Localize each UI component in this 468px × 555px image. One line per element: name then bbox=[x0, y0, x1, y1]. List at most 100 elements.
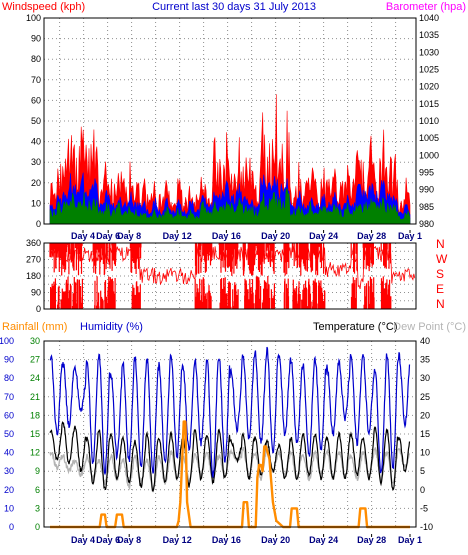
baro-ytick-9: 1025 bbox=[419, 65, 439, 75]
temp-xaxis-label-7: Day 28 bbox=[357, 535, 386, 545]
direction-line bbox=[49, 245, 416, 290]
rain-ytick-2: 6 bbox=[35, 485, 40, 495]
temp-xaxis-label-1: Day 6 bbox=[96, 535, 120, 545]
baro-ytick-2: 990 bbox=[419, 185, 434, 195]
temp-ytick-10: 40 bbox=[420, 336, 430, 346]
temp-panel-frame bbox=[43, 340, 417, 528]
temp-ytick-0: -10 bbox=[420, 522, 433, 532]
rain-ytick-10: 30 bbox=[30, 336, 40, 346]
humidity-ytick-0: 0 bbox=[9, 522, 14, 532]
wind-ytick-8: 80 bbox=[31, 54, 41, 64]
wind-xaxis-label-8: Day 1 bbox=[398, 231, 422, 241]
temp-xaxis-label-4: Day 16 bbox=[212, 535, 241, 545]
temperature-humidity-panel: 0102030405060708090100036912151821242730… bbox=[0, 336, 433, 545]
temp-xaxis-label-0: Day 4 bbox=[71, 535, 95, 545]
baro-ytick-8: 1020 bbox=[419, 82, 439, 92]
baro-ytick-1: 985 bbox=[419, 202, 434, 212]
rain-ytick-1: 3 bbox=[35, 503, 40, 513]
humidity-axis-title: Humidity (%) bbox=[80, 321, 143, 333]
baro-ytick-0: 980 bbox=[419, 219, 434, 229]
wind-ytick-9: 90 bbox=[31, 34, 41, 44]
wind-xaxis-label-0: Day 4 bbox=[71, 231, 95, 241]
temp-xaxis-label-8: Day 1 bbox=[398, 535, 422, 545]
temp-xaxis-label-5: Day 20 bbox=[261, 535, 290, 545]
humidity-ytick-7: 70 bbox=[4, 392, 14, 402]
wind-xaxis-label-7: Day 28 bbox=[357, 231, 386, 241]
rain-ytick-8: 24 bbox=[30, 373, 40, 383]
chart-title: Current last 30 days 31 July 2013 bbox=[152, 1, 316, 13]
baro-ytick-10: 1030 bbox=[419, 47, 439, 57]
temp-xaxis-label-6: Day 24 bbox=[309, 535, 338, 545]
dir-ytick-8: 360 bbox=[26, 238, 41, 248]
temp-ytick-4: 10 bbox=[420, 448, 430, 458]
temp-ytick-7: 25 bbox=[420, 392, 430, 402]
wind-ytick-0: 0 bbox=[36, 219, 41, 229]
temp-ytick-2: 0 bbox=[420, 485, 425, 495]
humidity-ytick-1: 10 bbox=[4, 503, 14, 513]
humidity-line bbox=[49, 346, 411, 479]
temp-xaxis-label-3: Day 12 bbox=[163, 535, 192, 545]
compass-e-3: E bbox=[436, 282, 444, 296]
humidity-ytick-9: 90 bbox=[4, 355, 14, 365]
compass-n-0: N bbox=[436, 237, 445, 251]
rain-axis-title: Rainfall (mm) bbox=[2, 321, 67, 333]
baro-ytick-11: 1035 bbox=[419, 30, 439, 40]
rain-ytick-0: 0 bbox=[35, 522, 40, 532]
temp-ytick-8: 30 bbox=[420, 373, 430, 383]
temperature-line bbox=[49, 420, 411, 492]
rain-ytick-7: 21 bbox=[30, 392, 40, 402]
compass-n-4: N bbox=[436, 297, 445, 311]
humidity-ytick-10: 100 bbox=[0, 336, 14, 346]
wind-xaxis-label-5: Day 20 bbox=[261, 231, 290, 241]
baro-ytick-3: 995 bbox=[419, 168, 434, 178]
dir-ytick-0: 0 bbox=[36, 304, 41, 314]
rain-ytick-9: 27 bbox=[30, 355, 40, 365]
baro-axis-title: Barometer (hpa) bbox=[386, 1, 466, 13]
baro-ytick-12: 1040 bbox=[419, 13, 439, 23]
rain-ytick-4: 12 bbox=[30, 448, 40, 458]
temp-ytick-3: 5 bbox=[420, 466, 425, 476]
dewpoint-line bbox=[49, 445, 411, 493]
wind-low-area bbox=[49, 188, 411, 225]
wind-ytick-4: 40 bbox=[31, 137, 41, 147]
temp-ytick-6: 20 bbox=[420, 410, 430, 420]
baro-ytick-4: 1000 bbox=[419, 150, 439, 160]
wind-panel-frame bbox=[43, 17, 417, 225]
temperature-axis-title: Temperature (°C) bbox=[313, 321, 397, 333]
baro-ytick-7: 1015 bbox=[419, 99, 439, 109]
rain-ytick-6: 18 bbox=[30, 410, 40, 420]
humidity-ytick-5: 50 bbox=[4, 429, 14, 439]
wind-ytick-3: 30 bbox=[31, 157, 41, 167]
dewpoint-axis-title: Dew Point (°C) bbox=[393, 321, 466, 333]
humidity-ytick-3: 30 bbox=[4, 466, 14, 476]
rain-ytick-5: 15 bbox=[30, 429, 40, 439]
humidity-ytick-2: 20 bbox=[4, 485, 14, 495]
baro-ytick-5: 1005 bbox=[419, 133, 439, 143]
wind-ytick-7: 70 bbox=[31, 75, 41, 85]
dir-ytick-4: 180 bbox=[26, 271, 41, 281]
wind-ytick-2: 20 bbox=[31, 178, 41, 188]
wind-ytick-10: 100 bbox=[26, 13, 41, 23]
baro-ytick-6: 1010 bbox=[419, 116, 439, 126]
wind-ytick-1: 10 bbox=[31, 198, 41, 208]
compass-s-2: S bbox=[436, 267, 444, 281]
humidity-ytick-6: 60 bbox=[4, 410, 14, 420]
wind-ytick-5: 50 bbox=[31, 116, 41, 126]
wind-axis-title: Windspeed (kph) bbox=[2, 1, 85, 13]
wind-xaxis-label-6: Day 24 bbox=[309, 231, 338, 241]
humidity-ytick-4: 40 bbox=[4, 448, 14, 458]
wind-xaxis-label-1: Day 6 bbox=[96, 231, 120, 241]
temp-ytick-9: 35 bbox=[420, 355, 430, 365]
temp-xaxis-label-2: Day 8 bbox=[117, 535, 141, 545]
dir-ytick-2: 90 bbox=[31, 288, 41, 298]
humidity-ytick-8: 80 bbox=[4, 373, 14, 383]
wind-barometer-panel: 0102030405060708090100980985990995100010… bbox=[26, 13, 439, 241]
wind-xaxis-label-2: Day 8 bbox=[117, 231, 141, 241]
rain-ytick-3: 9 bbox=[35, 466, 40, 476]
temp-ytick-5: 15 bbox=[420, 429, 430, 439]
direction-panel-frame bbox=[43, 242, 417, 310]
temp-ytick-1: -5 bbox=[420, 503, 428, 513]
